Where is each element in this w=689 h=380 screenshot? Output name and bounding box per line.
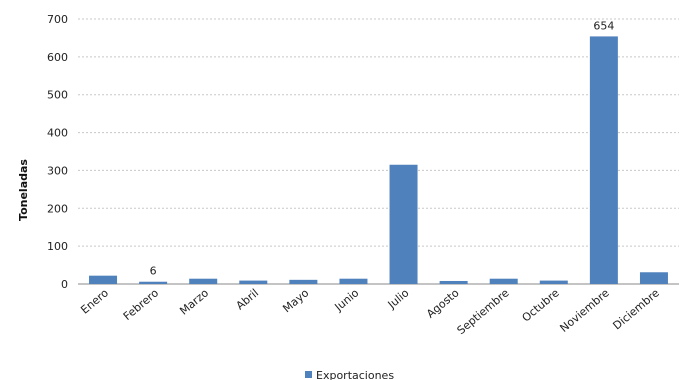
y-axis-label: Toneladas [17, 159, 30, 221]
y-tick-label: 400 [47, 127, 68, 140]
x-tick-label: Octubre [520, 286, 562, 324]
bar-junio [339, 278, 368, 284]
x-tick-label: Abril [234, 286, 262, 312]
bar-abril [239, 280, 268, 284]
x-axis-ticks: Enero Febrero Marzo Abril Mayo Junio Julio Agos… [78, 286, 662, 337]
x-tick-label: Mayo [280, 286, 311, 315]
y-tick-label: 100 [47, 240, 68, 253]
x-tick-label: Marzo [177, 286, 211, 318]
bar-octubre [539, 280, 568, 284]
bar-noviembre [589, 36, 618, 284]
x-tick-label: Febrero [121, 286, 161, 323]
x-tick-label: Junio [332, 286, 362, 314]
bar-enero [89, 275, 118, 284]
bar-febrero [139, 281, 168, 284]
y-axis: 0 100 200 300 400 500 600 700 [47, 13, 68, 291]
legend-swatch [305, 371, 312, 378]
legend-label: Exportaciones [316, 369, 394, 380]
y-tick-label: 600 [47, 51, 68, 64]
bars [89, 36, 668, 284]
bar-septiembre [489, 278, 518, 284]
y-tick-label: 700 [47, 13, 68, 26]
bar-mayo [289, 279, 318, 284]
x-tick-label: Septiembre [455, 286, 512, 337]
bar-julio [389, 164, 418, 284]
bar-marzo [189, 278, 218, 284]
gridlines [78, 18, 679, 247]
data-label: 654 [593, 19, 614, 32]
y-tick-label: 200 [47, 202, 68, 215]
bar-diciembre [639, 272, 668, 284]
y-tick-label: 500 [47, 89, 68, 102]
x-tick-label: Diciembre [611, 286, 663, 332]
data-label: 6 [150, 265, 157, 278]
x-tick-label: Noviembre [557, 286, 612, 335]
y-tick-label: 300 [47, 164, 68, 177]
y-tick-label: 0 [61, 278, 68, 291]
data-labels: 6 654 [150, 19, 615, 277]
x-tick-label: Enero [78, 286, 111, 317]
bar-agosto [439, 280, 468, 284]
x-tick-label: Julio [385, 286, 412, 312]
x-tick-label: Agosto [424, 286, 462, 321]
legend: Exportaciones [305, 369, 394, 380]
